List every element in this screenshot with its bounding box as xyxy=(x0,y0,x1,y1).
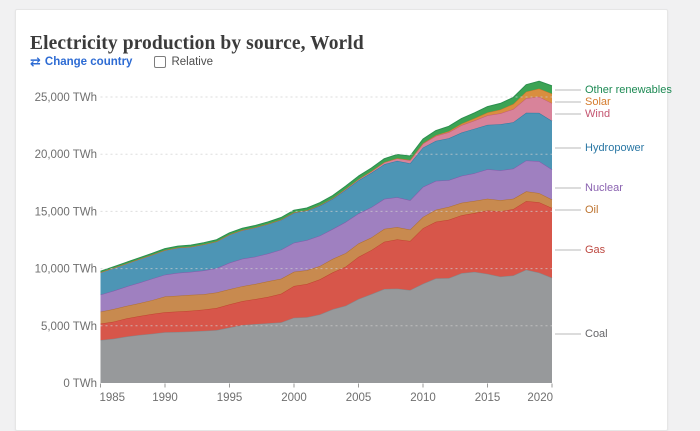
y-tick-label: 25,000 TWh xyxy=(35,92,97,104)
y-tick-label: 20,000 TWh xyxy=(35,149,97,161)
legend-item-wind[interactable]: Wind xyxy=(585,108,611,120)
page-title: Electricity production by source, World xyxy=(30,33,364,55)
swap-arrows-icon: ⇄ xyxy=(30,54,41,69)
y-tick-label: 0 TWh xyxy=(63,378,97,390)
stacked-area-chart: 0 TWh 5,000 TWh 10,000 TWh 15,000 TWh 20,000… xyxy=(35,80,581,404)
area-wind[interactable] xyxy=(100,96,553,273)
legend-item-gas[interactable]: Gas xyxy=(585,244,606,256)
legend-item-coal[interactable]: Coal xyxy=(585,328,608,340)
change-country-button[interactable]: ⇄ Change country xyxy=(30,55,132,68)
legend-item-nuclear[interactable]: Nuclear xyxy=(585,182,623,194)
area-coal[interactable] xyxy=(100,269,553,383)
area-hydropower[interactable] xyxy=(100,112,553,295)
y-tick-label: 15,000 TWh xyxy=(35,206,97,218)
x-tick-label: 1985 xyxy=(100,392,126,404)
legend-item-solar[interactable]: Solar xyxy=(585,96,611,108)
x-tick-label: 2005 xyxy=(346,392,372,404)
x-tick-label: 2010 xyxy=(410,392,436,404)
y-tick-label: 10,000 TWh xyxy=(35,264,97,276)
x-tick-label: 2020 xyxy=(527,392,553,404)
x-tick-label: 1990 xyxy=(152,392,178,404)
legend-item-oil[interactable]: Oil xyxy=(585,204,599,216)
x-tick-label: 2015 xyxy=(475,392,501,404)
relative-checkbox[interactable] xyxy=(154,55,167,68)
legend-item-hydropower[interactable]: Hydropower xyxy=(585,142,645,154)
relative-label: Relative xyxy=(171,55,214,68)
x-tick-label: 1995 xyxy=(217,392,243,404)
edge-other-renewables xyxy=(100,80,553,272)
edge-nuclear xyxy=(100,160,553,296)
y-tick-label: 5,000 TWh xyxy=(41,321,97,333)
change-country-label: Change country xyxy=(44,55,133,68)
chart-controls: ⇄ Change country Relative xyxy=(30,55,213,68)
x-tick-label: 2000 xyxy=(281,392,307,404)
area-oil[interactable] xyxy=(100,191,553,324)
area-gas[interactable] xyxy=(100,201,553,341)
relative-toggle[interactable]: Relative xyxy=(154,55,214,68)
legend-item-other-renewables[interactable]: Other renewables xyxy=(585,84,672,96)
area-nuclear[interactable] xyxy=(100,160,553,312)
